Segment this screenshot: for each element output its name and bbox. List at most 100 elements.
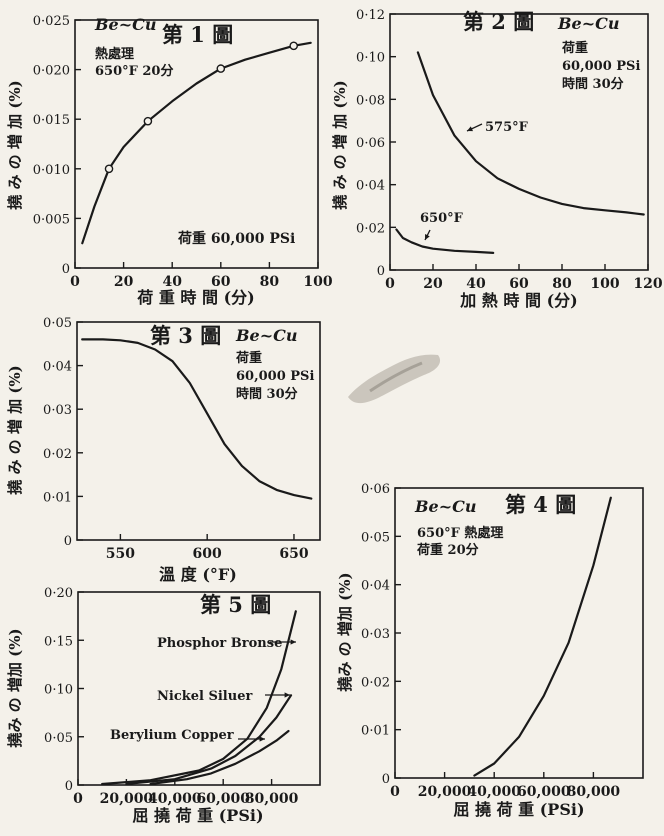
chart-title: 第 5 圖 — [200, 592, 271, 617]
x-tick-label: 40 — [466, 276, 486, 292]
y-axis-label: 撓 み の 増 加 (%) — [6, 365, 24, 495]
y-tick-label: 0·10 — [44, 683, 73, 698]
x-tick-label: 100 — [590, 276, 619, 292]
y-tick-label: 0·05 — [361, 530, 390, 545]
x-axis-label: 加 熱 時 間 (分) — [459, 291, 577, 310]
x-tick-label: 60 — [509, 276, 529, 292]
x-tick-label: 0 — [73, 791, 83, 807]
x-tick-label: 100 — [303, 274, 332, 290]
y-tick-label: 0·010 — [33, 163, 70, 178]
series-line — [81, 338, 313, 500]
y-tick-label: 0·04 — [43, 360, 72, 375]
material-label: Be~Cu — [94, 15, 156, 34]
y-tick-label: 0 — [62, 262, 70, 277]
x-tick-label: 40,000 — [467, 784, 521, 800]
chart-title: 第 2 圖 — [463, 9, 534, 34]
y-tick-label: 0·005 — [33, 212, 70, 227]
y-tick-label: 0·20 — [44, 586, 73, 601]
x-tick-label: 20,000 — [418, 784, 472, 800]
y-tick-label: 0·04 — [356, 179, 385, 194]
condition-note: 荷重 — [561, 40, 588, 56]
series-line — [81, 41, 312, 245]
chart-title: 第 3 圖 — [150, 323, 221, 348]
series-line — [125, 694, 293, 786]
series-label-arrowhead — [259, 736, 265, 742]
x-tick-label: 60,000 — [196, 791, 250, 807]
plot-frame — [74, 19, 319, 269]
y-tick-label: 0·01 — [361, 724, 390, 739]
y-tick-label: 0·02 — [361, 675, 390, 690]
series-label: 575°F — [485, 120, 529, 135]
x-axis-label: 屈 撓 荷 重 (PSi) — [132, 806, 263, 825]
y-axis-label: 撓み の 増加 (%) — [6, 628, 24, 747]
x-tick-label: 80,000 — [245, 791, 299, 807]
x-tick-label: 40 — [162, 274, 182, 290]
y-axis-label: 撓み の 増加 (%) — [336, 572, 354, 691]
y-tick-label: 0·020 — [33, 64, 70, 79]
condition-note: 650°F 20分 — [95, 63, 173, 79]
series-line — [149, 729, 290, 786]
y-tick-label: 0·04 — [361, 579, 390, 594]
condition-note: 時間 30分 — [562, 76, 624, 92]
load-annotation: 荷重 60,000 PSi — [177, 230, 295, 247]
x-tick-label: 0 — [385, 276, 395, 292]
x-tick-label: 60 — [211, 274, 231, 290]
series-label: Berylium Copper — [110, 728, 234, 743]
y-tick-label: 0 — [377, 264, 385, 279]
y-tick-label: 0·03 — [43, 403, 72, 418]
series-label: Phosphor Bronse — [157, 636, 282, 651]
y-tick-label: 0·12 — [356, 8, 385, 23]
x-tick-label: 600 — [193, 546, 222, 562]
y-tick-label: 0·01 — [43, 490, 72, 505]
plot-frame — [76, 321, 321, 541]
y-tick-label: 0·06 — [361, 482, 390, 497]
chart-title: 第 1 圖 — [162, 22, 233, 47]
series-label-arrowhead — [425, 234, 430, 240]
series-line — [101, 610, 297, 786]
material-label: Be~Cu — [557, 14, 619, 33]
x-tick-label: 40,000 — [148, 791, 202, 807]
condition-note: 荷重 — [235, 350, 262, 366]
ink-smudge — [348, 354, 441, 404]
x-tick-label: 20 — [423, 276, 443, 292]
series-line — [416, 51, 645, 216]
x-tick-label: 60,000 — [517, 784, 571, 800]
y-tick-label: 0·015 — [33, 113, 70, 128]
fig3-chart: 550 600 650 0 0·01 0·02 0·03 0·04 0·05 第 3 圖 Be~Cu… — [6, 316, 321, 584]
x-tick-label: 80 — [552, 276, 572, 292]
x-tick-label: 20 — [114, 274, 134, 290]
x-tick-label: 0 — [70, 274, 80, 290]
condition-note: 熱處理 — [95, 46, 134, 62]
x-tick-label: 650 — [279, 546, 308, 562]
data-point-marker — [104, 164, 114, 174]
fig1-chart: 0 20 40 60 80 100 0 0·005 0·010 0·015 0·020 0·025 第 … — [6, 14, 333, 307]
y-tick-label: 0·025 — [33, 14, 70, 29]
condition-note: 荷重 20分 — [416, 542, 479, 558]
y-tick-label: 0·03 — [361, 627, 390, 642]
series-label: Nickel Siluer — [157, 689, 252, 704]
y-tick-label: 0·08 — [356, 93, 385, 108]
y-tick-label: 0·02 — [43, 447, 72, 462]
condition-note: 時間 30分 — [236, 386, 298, 402]
fig2-chart: 0 20 40 60 80 100 120 0 0·02 0·04 0·06 0·08 0·10 0·12… — [331, 8, 663, 310]
material-label: Be~Cu — [235, 326, 297, 345]
chart-title: 第 4 圖 — [505, 492, 576, 517]
x-axis-label: 屈 撓 荷 重 (PSi) — [453, 800, 584, 819]
y-tick-label: 0·02 — [356, 221, 385, 236]
series-line — [395, 228, 495, 254]
y-tick-label: 0·05 — [44, 731, 73, 746]
y-tick-label: 0·10 — [356, 51, 385, 66]
y-tick-label: 0 — [65, 779, 73, 794]
x-tick-label: 550 — [106, 546, 135, 562]
x-tick-label: 80 — [260, 274, 280, 290]
x-axis-label: 荷 重 時 間 (分) — [137, 288, 254, 307]
condition-note: 60,000 PSi — [562, 59, 640, 74]
y-tick-label: 0·06 — [356, 136, 385, 151]
series-line — [473, 496, 612, 777]
data-point-marker — [289, 41, 299, 51]
material-label: Be~Cu — [414, 497, 476, 516]
